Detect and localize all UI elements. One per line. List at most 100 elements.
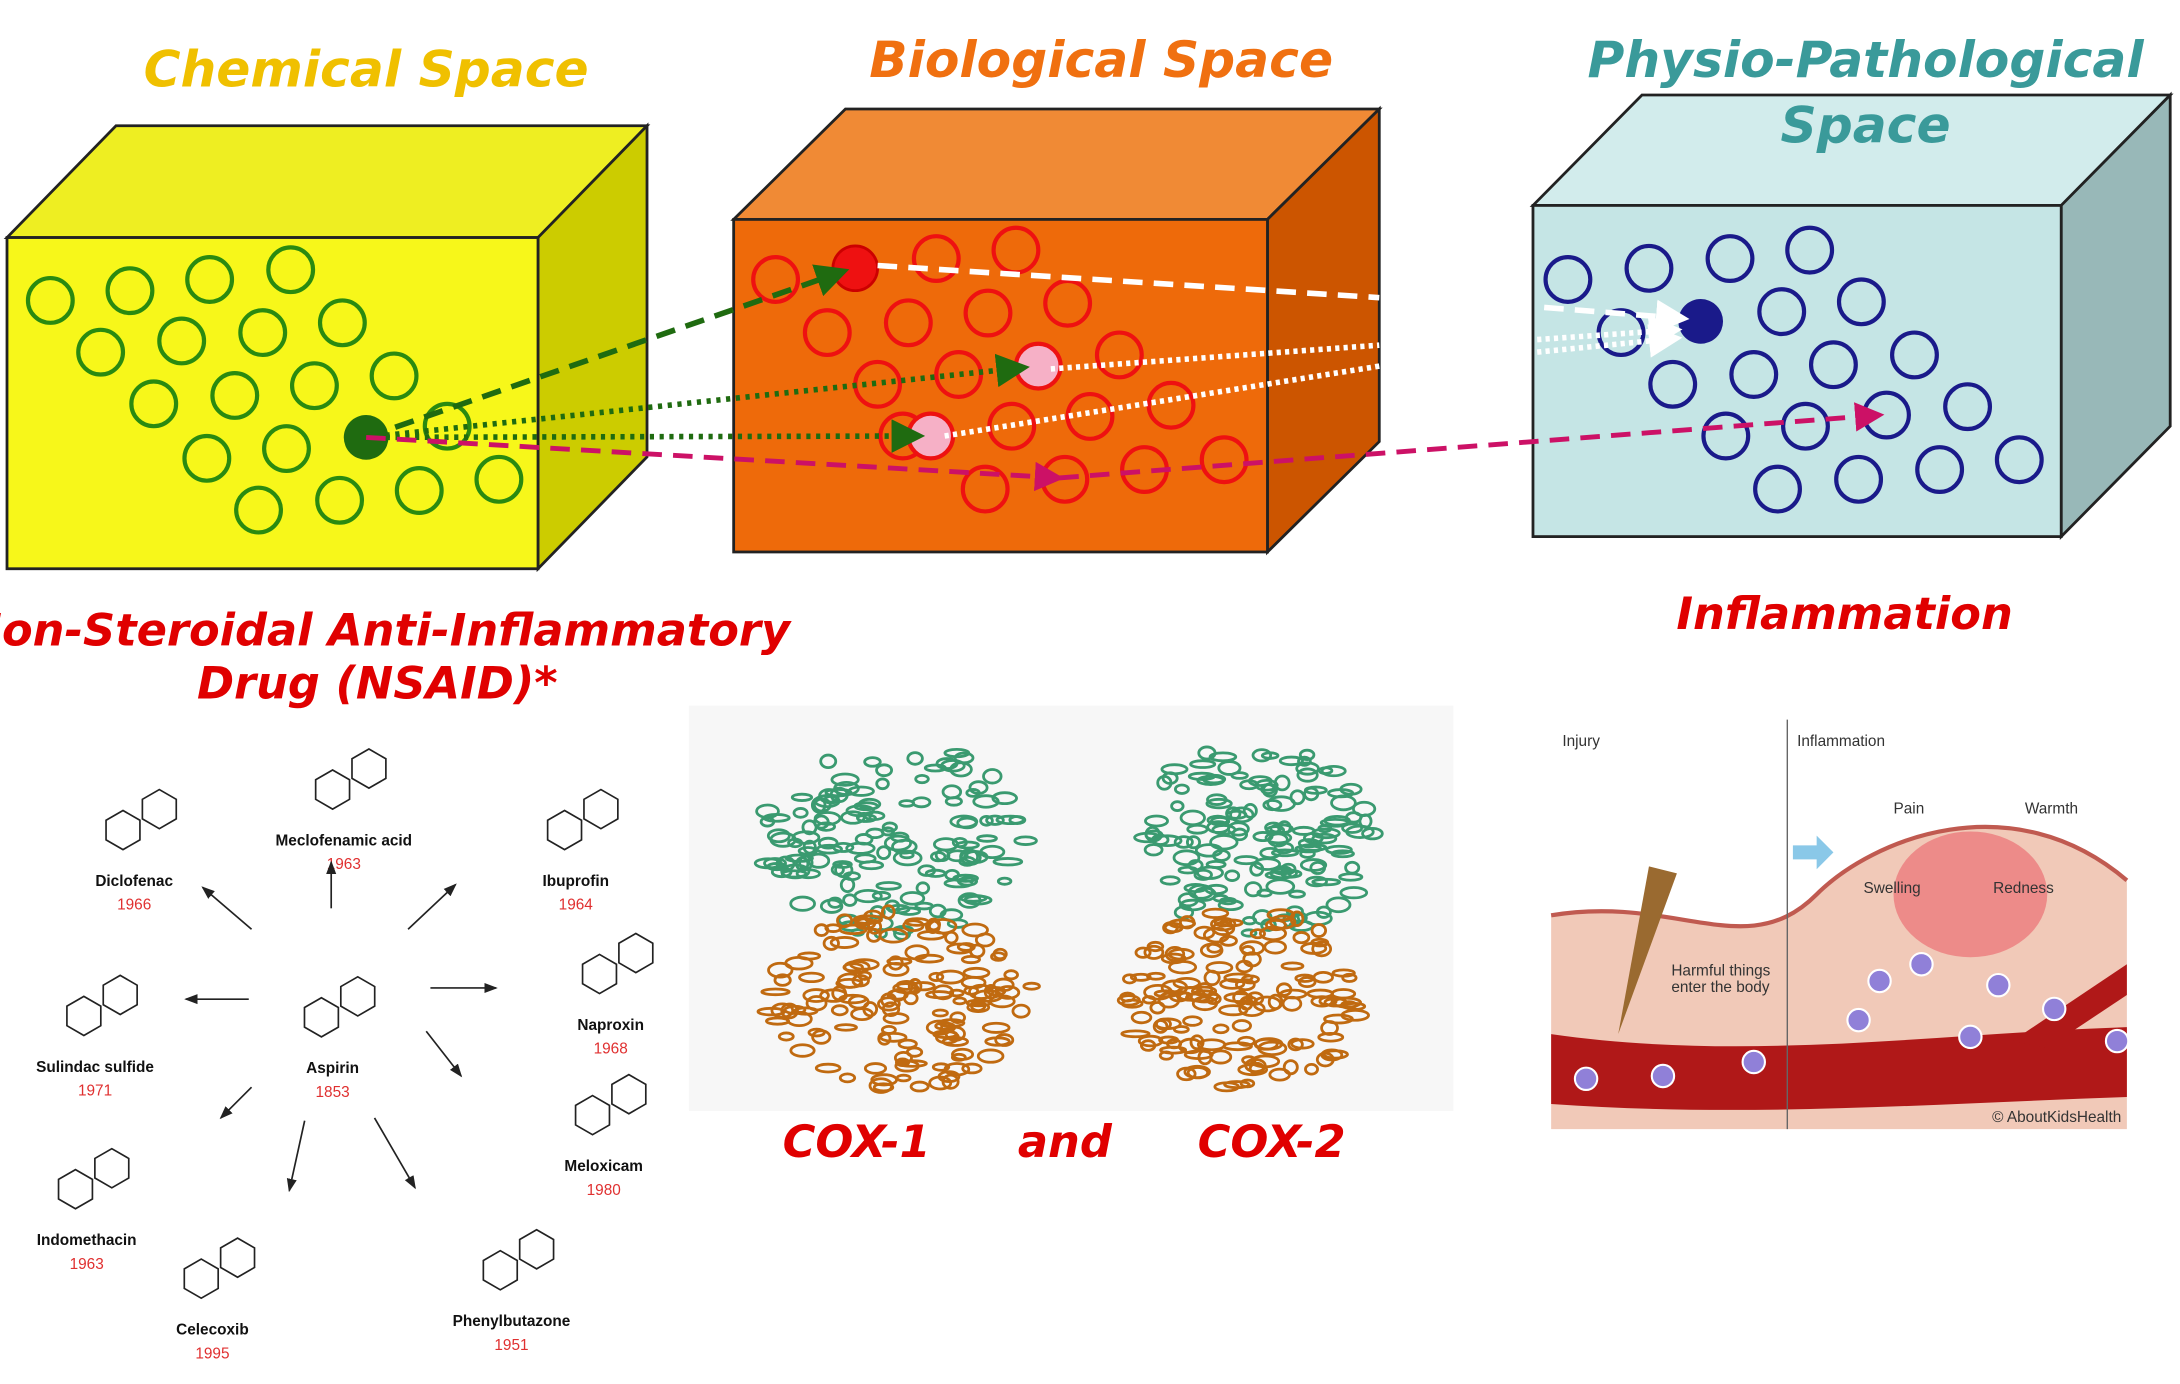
point bbox=[1943, 382, 1993, 432]
protein-ribbon bbox=[1231, 1019, 1252, 1033]
protein-ribbon bbox=[1240, 928, 1258, 938]
protein-ribbon bbox=[1208, 751, 1238, 763]
protein-ribbon bbox=[928, 1075, 953, 1091]
protein-ribbon bbox=[1242, 915, 1258, 926]
protein-label: COX-2 bbox=[1198, 1115, 1346, 1168]
protein-ribbon bbox=[1185, 835, 1202, 850]
protein-ribbon bbox=[1330, 849, 1355, 859]
protein-ribbon bbox=[881, 904, 896, 920]
protein-ribbon bbox=[819, 753, 838, 770]
protein-ribbon bbox=[842, 893, 858, 907]
protein-ribbon bbox=[792, 807, 809, 819]
protein-ribbon bbox=[1270, 848, 1300, 858]
protein-ribbon bbox=[949, 1011, 966, 1024]
link-arrow bbox=[365, 353, 1030, 441]
protein-ribbon bbox=[1297, 838, 1321, 849]
protein-ribbon bbox=[849, 958, 880, 971]
protein-ribbon bbox=[766, 828, 791, 844]
point bbox=[185, 255, 235, 304]
protein-ribbon bbox=[1260, 783, 1276, 795]
point bbox=[76, 327, 126, 377]
protein-ribbon bbox=[875, 777, 890, 791]
protein-ribbon bbox=[805, 995, 828, 1012]
protein-ribbon bbox=[1013, 835, 1038, 846]
protein-ribbon bbox=[875, 763, 894, 778]
protein-ribbon bbox=[845, 841, 876, 855]
protein-ribbon bbox=[1205, 992, 1222, 1005]
protein-ribbon bbox=[1008, 815, 1027, 825]
immune-cell bbox=[2104, 1028, 2130, 1054]
reaction-arrow bbox=[373, 1117, 416, 1190]
protein-ribbon bbox=[1236, 1035, 1256, 1047]
protein-ribbon bbox=[902, 919, 925, 932]
point bbox=[129, 379, 179, 429]
point bbox=[315, 475, 365, 525]
structure bbox=[351, 748, 387, 790]
protein-ribbon bbox=[925, 1019, 954, 1036]
structure bbox=[339, 975, 376, 1017]
protein-ribbon bbox=[789, 895, 816, 912]
drug-year: 1951 bbox=[494, 1337, 528, 1354]
protein-ribbon bbox=[1196, 1038, 1227, 1052]
protein-ribbon bbox=[892, 982, 920, 995]
protein-ribbon bbox=[948, 988, 965, 998]
splinter bbox=[1618, 866, 1677, 1035]
protein-ribbon bbox=[931, 1062, 951, 1072]
protein-ribbon bbox=[1129, 972, 1152, 982]
structure bbox=[314, 769, 351, 811]
point bbox=[1753, 464, 1802, 514]
structure bbox=[303, 996, 340, 1038]
protein-ribbon bbox=[1191, 995, 1219, 1012]
point bbox=[1199, 435, 1249, 485]
protein-ribbon bbox=[992, 857, 1024, 867]
reaction-arrow bbox=[219, 1086, 253, 1120]
link-arrow bbox=[365, 264, 850, 441]
protein-ribbon bbox=[1311, 877, 1342, 887]
point bbox=[911, 234, 961, 283]
protein-ribbon bbox=[1296, 767, 1319, 783]
protein-ribbon bbox=[991, 791, 1018, 806]
link-arrow bbox=[944, 363, 1380, 439]
protein-ribbon bbox=[926, 917, 941, 932]
protein-ribbon bbox=[1302, 831, 1324, 844]
protein-ribbon bbox=[830, 1004, 849, 1017]
drug-name: Meclofenamic acid bbox=[275, 832, 412, 849]
protein-ribbon bbox=[969, 999, 987, 1013]
panel-label: Harmful things bbox=[1671, 962, 1770, 979]
drug-name: Celecoxib bbox=[176, 1322, 249, 1339]
point bbox=[802, 308, 852, 358]
protein-ribbon bbox=[1189, 989, 1220, 1004]
protein-ribbon bbox=[801, 819, 818, 836]
drug-name: Aspirin bbox=[306, 1060, 359, 1077]
protein-ribbon bbox=[1339, 886, 1369, 900]
protein-ribbon bbox=[856, 811, 872, 823]
protein-ribbon bbox=[1144, 829, 1164, 841]
link-arrow bbox=[1543, 299, 1690, 334]
protein-ribbon bbox=[785, 1010, 813, 1028]
protein-ribbon bbox=[832, 841, 855, 853]
protein-ribbon bbox=[1343, 1001, 1367, 1011]
reaction-arrow bbox=[407, 883, 457, 930]
protein-ribbon bbox=[915, 881, 931, 895]
panel-label: Swelling bbox=[1864, 880, 1921, 897]
immune-cell bbox=[1650, 1063, 1676, 1089]
protein-ribbon bbox=[1193, 925, 1216, 940]
protein-ribbon bbox=[1251, 748, 1273, 763]
protein-ribbon bbox=[1266, 908, 1296, 922]
point bbox=[751, 255, 801, 304]
protein-ribbon bbox=[1298, 748, 1316, 761]
structure bbox=[581, 953, 618, 995]
protein-ribbon bbox=[854, 915, 871, 927]
protein-ribbon bbox=[802, 988, 830, 1003]
drug-year: 1995 bbox=[195, 1345, 229, 1362]
protein-ribbon bbox=[1178, 915, 1196, 930]
protein-ribbon bbox=[1143, 843, 1164, 857]
point bbox=[1543, 255, 1593, 304]
drug-year: 1966 bbox=[117, 897, 151, 914]
protein-ribbon bbox=[1303, 785, 1328, 795]
protein-ribbon bbox=[952, 996, 968, 1006]
protein-ribbon bbox=[996, 876, 1013, 886]
arrow bbox=[1792, 835, 1834, 870]
protein-ribbon bbox=[886, 957, 913, 966]
